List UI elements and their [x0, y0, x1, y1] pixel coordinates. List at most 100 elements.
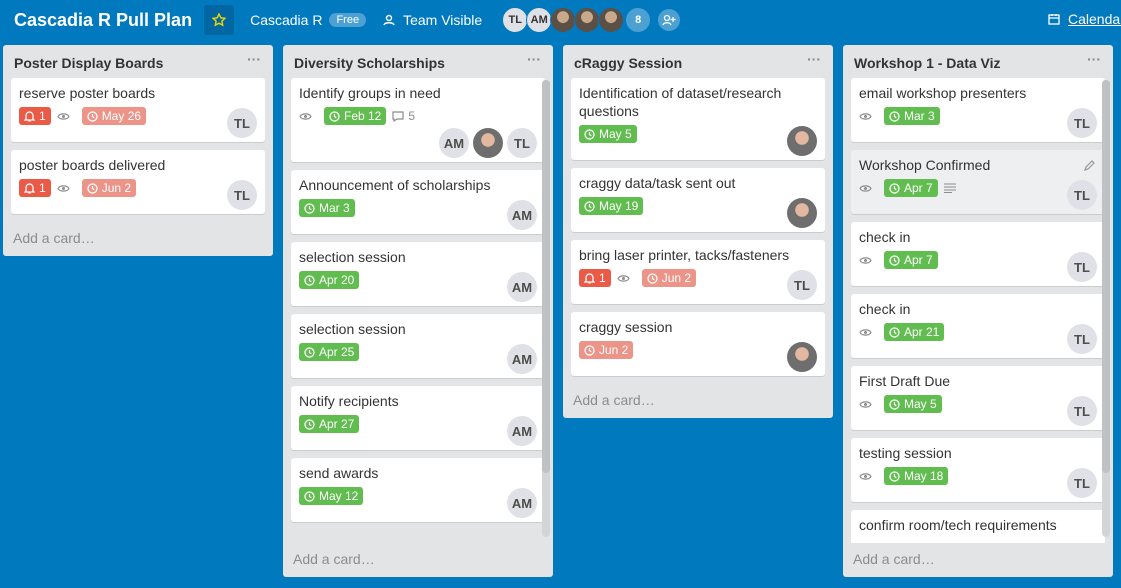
add-card[interactable]: Add a card… [573, 392, 655, 408]
card[interactable]: Notify recipients Apr 27 AM [291, 386, 545, 450]
card[interactable]: selection session Apr 25 AM [291, 314, 545, 378]
due-date: Apr 25 [319, 345, 355, 359]
card-title: craggy data/task sent out [579, 175, 736, 191]
member-avatar[interactable]: TL [1067, 108, 1097, 138]
member-avatar[interactable] [787, 126, 817, 156]
member-avatar[interactable]: TL [1067, 252, 1097, 282]
due-date: May 18 [904, 469, 944, 483]
calendar-link[interactable]: Calendar [1048, 11, 1121, 27]
member-avatar[interactable]: AM [507, 488, 537, 518]
card[interactable]: check in Apr 7 TL [851, 222, 1105, 286]
member-avatar[interactable]: TL [227, 180, 257, 210]
card-members: TL [223, 108, 257, 138]
card-badges-row: May 18 TL [859, 466, 1097, 498]
icon [87, 182, 98, 194]
member-avatar[interactable]: TL [1067, 324, 1097, 354]
visibility-button[interactable]: Team Visible [382, 12, 482, 28]
member-avatar[interactable]: TL [1067, 396, 1097, 426]
due-badge: Apr 25 [299, 343, 360, 361]
list-menu[interactable]: ··· [807, 51, 821, 67]
icon [889, 254, 900, 266]
card-badges-row: 1 Jun 2 TL [579, 268, 817, 300]
member-avatar[interactable]: TL [1067, 468, 1097, 498]
member-avatar[interactable]: TL [1067, 180, 1097, 210]
list-title[interactable]: Diversity Scholarships [294, 55, 445, 71]
member-avatar[interactable]: AM [507, 272, 537, 302]
star-button[interactable] [204, 5, 235, 35]
card-badges-row: Mar 3 AM [299, 198, 537, 230]
member-avatar[interactable] [574, 7, 601, 33]
card-title: Notify recipients [299, 393, 399, 409]
card-badges-row: Apr 21 TL [859, 322, 1097, 354]
card[interactable]: Identification of dataset/research quest… [571, 78, 825, 160]
list-title[interactable]: Workshop 1 - Data Viz [854, 55, 1001, 71]
list-title[interactable]: cRaggy Session [574, 55, 683, 71]
member-avatar[interactable] [787, 198, 817, 228]
list-menu[interactable]: ··· [247, 51, 261, 67]
member-avatar[interactable]: TL [787, 270, 817, 300]
due-badge: Jun 2 [579, 341, 634, 359]
card-title: testing session [859, 445, 952, 461]
card[interactable]: confirm room/tech requirements [851, 510, 1105, 543]
card-members: TL [1063, 180, 1097, 210]
edit-icon[interactable] [1084, 158, 1095, 176]
add-card[interactable]: Add a card… [293, 551, 375, 567]
card[interactable]: Identify groups in need Feb 12 5 AM TL [291, 78, 545, 162]
due-badge: May 12 [299, 487, 364, 505]
icon [859, 400, 872, 409]
card-title: selection session [299, 321, 406, 337]
card[interactable]: Workshop Confirmed Apr 7 TL [851, 150, 1105, 214]
icon [859, 256, 872, 265]
card-title: Announcement of scholarships [299, 177, 491, 193]
card[interactable]: bring laser printer, tacks/fasteners 1 Jun… [571, 240, 825, 304]
due-date: Jun 2 [661, 271, 692, 285]
member-avatar[interactable]: AM [526, 7, 553, 33]
due-date: Mar 3 [319, 201, 350, 215]
list-menu[interactable]: ··· [1087, 51, 1101, 67]
add-member-button[interactable] [658, 9, 681, 31]
card[interactable]: craggy data/task sent out May 19 [571, 168, 825, 232]
member-avatar[interactable]: TL [227, 108, 257, 138]
badges: Mar 3 [859, 106, 946, 126]
badges: May 18 [859, 466, 954, 486]
card[interactable]: testing session May 18 TL [851, 438, 1105, 502]
badges: Mar 3 [299, 198, 361, 218]
description-badge [943, 183, 960, 193]
card[interactable]: email workshop presenters Mar 3 TL [851, 78, 1105, 142]
list-menu[interactable]: ··· [527, 51, 541, 67]
card-badges-row: May 19 [579, 196, 817, 228]
member-avatar[interactable]: AM [439, 128, 469, 158]
member-avatar[interactable] [787, 342, 817, 372]
card-list: Identify groups in need Feb 12 5 AM TL Announ… [283, 78, 553, 543]
icon [299, 112, 312, 121]
member-avatar[interactable] [550, 7, 577, 33]
member-count[interactable]: 8 [626, 8, 651, 32]
member-avatar[interactable]: AM [507, 344, 537, 374]
list-title[interactable]: Poster Display Boards [14, 55, 164, 71]
notification-badge: 1 [19, 107, 51, 125]
member-avatar[interactable]: AM [507, 200, 537, 230]
due-badge: May 18 [884, 467, 949, 485]
add-card[interactable]: Add a card… [853, 551, 935, 567]
card[interactable]: poster boards delivered 1 Jun 2 TL [11, 150, 265, 214]
card[interactable]: Announcement of scholarships Mar 3 AM [291, 170, 545, 234]
member-avatar[interactable]: TL [507, 128, 537, 158]
card[interactable]: check in Apr 21 TL [851, 294, 1105, 358]
badges: May 12 [299, 486, 369, 506]
card[interactable]: selection session Apr 20 AM [291, 242, 545, 306]
member-avatar[interactable]: AM [507, 416, 537, 446]
card[interactable]: reserve poster boards 1 May 26 TL [11, 78, 265, 142]
member-avatar[interactable] [473, 128, 503, 158]
card-list: reserve poster boards 1 May 26 TL poster boa… [3, 78, 273, 222]
icon [584, 272, 595, 284]
card-title: Identification of dataset/research quest… [579, 85, 782, 119]
due-badge: Jun 2 [81, 179, 137, 197]
card[interactable]: craggy session Jun 2 [571, 312, 825, 376]
card[interactable]: First Draft Due May 5 TL [851, 366, 1105, 430]
add-card[interactable]: Add a card… [13, 230, 95, 246]
card[interactable]: send awards May 12 AM [291, 458, 545, 522]
member-avatar[interactable]: TL [502, 7, 529, 33]
member-avatar[interactable] [598, 7, 625, 33]
board-title[interactable]: Cascadia R Pull Plan [14, 9, 193, 30]
team-link[interactable]: Cascadia R Free [250, 12, 367, 28]
